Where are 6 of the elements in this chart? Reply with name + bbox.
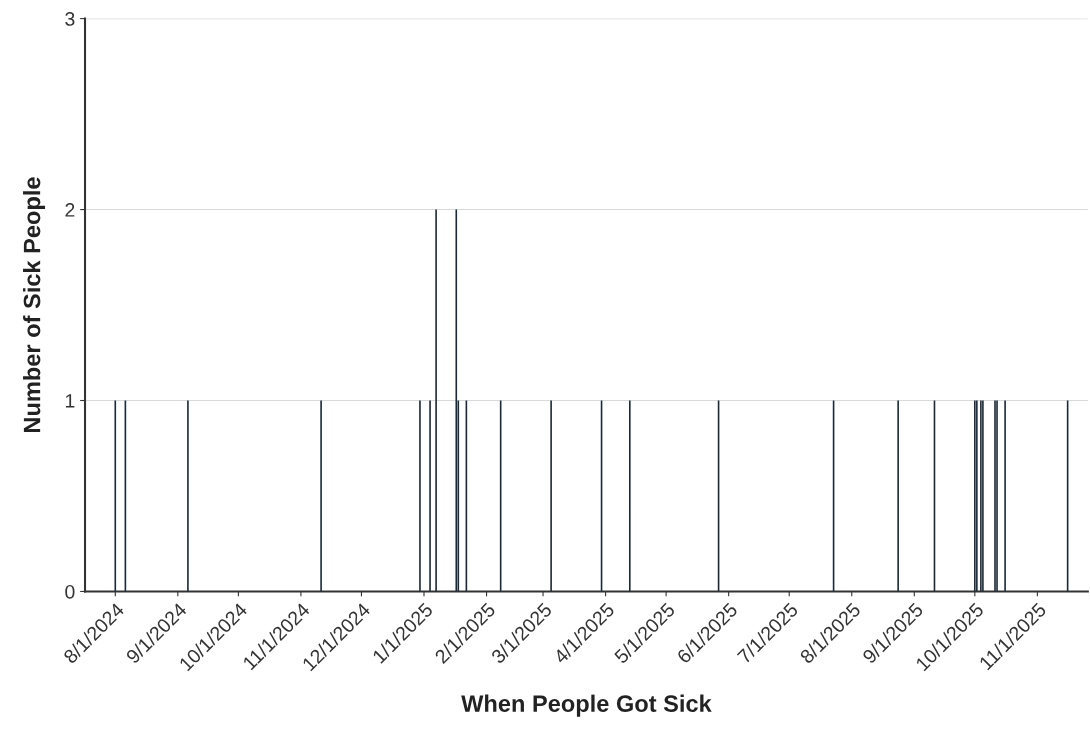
y-tick-label: 2 [65, 203, 75, 217]
x-axis-title: When People Got Sick [461, 694, 712, 717]
y-tick-label: 3 [65, 12, 75, 26]
y-tick-label: 1 [65, 394, 75, 408]
y-tick-label: 0 [65, 584, 75, 599]
y-axis-title: Number of Sick People [23, 177, 46, 433]
